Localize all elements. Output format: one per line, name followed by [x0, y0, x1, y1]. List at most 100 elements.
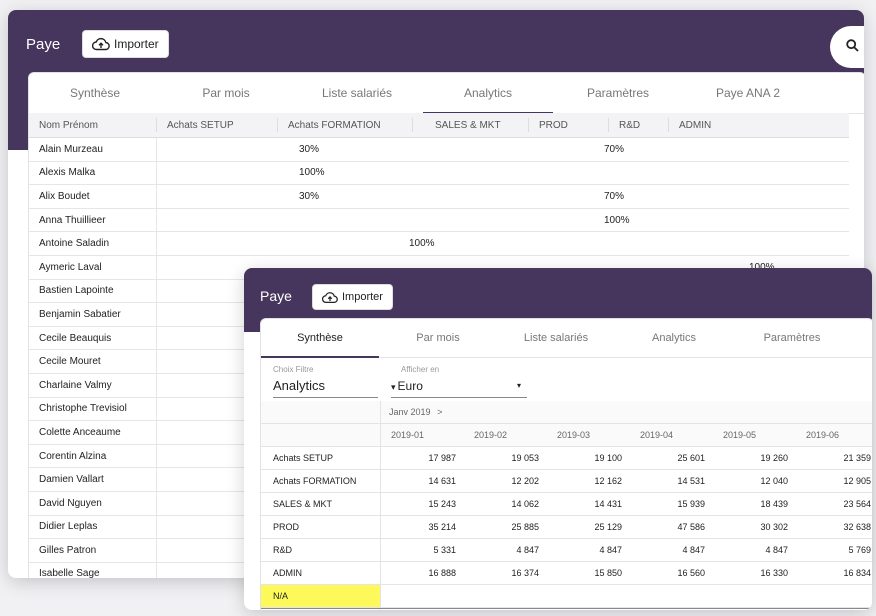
tab-paye-ana-2[interactable]: Paye ANA 2 [715, 86, 781, 100]
chevron-down-icon[interactable]: ▾ [517, 381, 522, 390]
tab-parametres[interactable]: Paramètres [586, 86, 650, 100]
cloud-upload-icon [322, 291, 338, 304]
tab-synthese[interactable]: Synthèse [69, 86, 121, 100]
allocation-value[interactable]: 70% [604, 190, 625, 202]
tab-parametres[interactable]: Paramètres [763, 332, 821, 344]
allocation-value[interactable]: 100% [409, 238, 435, 250]
amount-cell: 12 040 [760, 476, 788, 486]
filter-bar: Choix Filtre Analytics Afficher en ▾ Euro… [261, 319, 872, 399]
month-header: 2019-02 [474, 430, 508, 440]
table-row: Achats SETUP 17 987 19 053 19 100 25 601 19 2… [261, 447, 872, 470]
corner-cell [261, 424, 381, 446]
col-achats-formation[interactable]: Achats FORMATION [278, 118, 413, 132]
caret-down-icon: ▾ [391, 382, 396, 392]
table-row[interactable]: Alexis Malka 100% [29, 161, 849, 186]
employee-name[interactable]: Damien Vallart [29, 468, 157, 491]
category-label[interactable]: N/A [261, 585, 381, 607]
amount-cell: 4 847 [516, 545, 539, 555]
filter-select[interactable]: Analytics [273, 378, 326, 393]
display-label: Afficher en [401, 365, 440, 374]
category-label[interactable]: Achats FORMATION [261, 470, 381, 492]
employee-name[interactable]: Cecile Beauquis [29, 326, 157, 350]
col-sales-mkt[interactable]: SALES & MKT [413, 118, 529, 132]
month-header: 2019-01 [391, 430, 425, 440]
search-button[interactable] [830, 26, 864, 68]
amount-cell: 25 601 [677, 453, 705, 463]
col-rd[interactable]: R&D [609, 118, 669, 132]
employee-name[interactable]: Alix Boudet [29, 185, 157, 208]
col-nom-prenom[interactable]: Nom Prénom [29, 118, 157, 132]
employee-name[interactable]: Alain Murzeau [29, 138, 157, 161]
month-header: 2019-06 [806, 430, 840, 440]
employee-name[interactable]: Didier Leplas [29, 515, 157, 539]
amount-cell: 32 638 [843, 522, 871, 532]
amount-cell: 16 834 [843, 568, 871, 578]
import-button[interactable]: Importer [312, 284, 393, 310]
tab-par-mois[interactable]: Par mois [416, 332, 460, 344]
category-label[interactable]: ADMIN [261, 562, 381, 584]
amount-cell: 14 431 [594, 499, 622, 509]
tab-par-mois[interactable]: Par mois [202, 86, 250, 100]
filter-label: Choix Filtre [273, 365, 314, 374]
table-row: R&D 5 331 4 847 4 847 4 847 4 847 5 769 [261, 539, 872, 562]
filter-underline [273, 397, 378, 398]
amount-cell: 5 331 [433, 545, 456, 555]
amount-cell: 19 100 [594, 453, 622, 463]
employee-name[interactable]: Christophe Trevisiol [29, 397, 157, 421]
employee-name[interactable]: Antoine Saladin [29, 232, 157, 255]
tab-analytics[interactable]: Analytics [423, 73, 553, 114]
allocation-value[interactable]: 100% [604, 214, 630, 226]
tab-analytics[interactable]: Analytics [651, 332, 697, 344]
col-prod[interactable]: PROD [529, 118, 609, 132]
tab-synthese[interactable]: Synthèse [261, 319, 379, 358]
table-row[interactable]: Isabelle Sage [29, 562, 849, 578]
table-row[interactable]: Alain Murzeau 30% 70% [29, 138, 849, 162]
period-row: Janv 2019 > [261, 401, 872, 424]
period-nav[interactable]: Janv 2019 > [381, 407, 442, 417]
amount-cell: 12 905 [843, 476, 871, 486]
employee-name[interactable]: Alexis Malka [29, 161, 157, 185]
col-admin[interactable]: ADMIN [679, 119, 712, 131]
table-row[interactable]: Alix Boudet 30% 70% [29, 185, 849, 209]
amount-cell: 35 214 [428, 522, 456, 532]
employee-name[interactable]: David Nguyen [29, 491, 157, 515]
display-select[interactable]: ▾ Euro [391, 379, 423, 393]
table-row[interactable]: Anna Thuillieer 100% [29, 208, 849, 233]
employee-name[interactable]: Isabelle Sage [29, 562, 157, 578]
tab-liste-salaries[interactable]: Liste salariés [321, 86, 393, 100]
page-title: Paye [26, 36, 61, 53]
category-label[interactable]: SALES & MKT [261, 493, 381, 515]
allocation-value[interactable]: 30% [299, 143, 320, 155]
category-label[interactable]: PROD [261, 516, 381, 538]
amount-cell: 5 769 [848, 545, 871, 555]
allocation-value[interactable]: 100% [299, 167, 325, 179]
col-achats-setup[interactable]: Achats SETUP [157, 118, 278, 132]
employee-name[interactable]: Colette Anceaume [29, 421, 157, 444]
employee-name[interactable]: Charlaine Valmy [29, 373, 157, 397]
amount-cell: 14 531 [677, 476, 705, 486]
employee-name[interactable]: Benjamin Sabatier [29, 303, 157, 326]
amount-cell: 19 053 [511, 453, 539, 463]
amount-cell: 15 243 [428, 499, 456, 509]
month-header: 2019-05 [723, 430, 757, 440]
allocation-value[interactable]: 70% [604, 143, 625, 155]
tab-liste-salaries[interactable]: Liste salariés [523, 332, 589, 344]
employee-name[interactable]: Gilles Patron [29, 539, 157, 562]
employee-name[interactable]: Cecile Mouret [29, 350, 157, 373]
employee-name[interactable]: Anna Thuillieer [29, 208, 157, 232]
period-label: Janv 2019 [389, 407, 431, 417]
display-underline [391, 397, 527, 398]
amount-cell: 16 560 [677, 568, 705, 578]
allocation-value[interactable]: 100% [749, 256, 775, 279]
category-label[interactable]: Achats SETUP [261, 447, 381, 469]
table-row: ADMIN 16 888 16 374 15 850 16 560 16 330 16 83… [261, 562, 872, 585]
amount-cell: 19 260 [760, 453, 788, 463]
category-label[interactable]: R&D [261, 539, 381, 561]
employee-name[interactable]: Corentin Alzina [29, 444, 157, 468]
table-row[interactable]: Antoine Saladin 100% [29, 232, 849, 256]
amount-cell: 16 888 [428, 568, 456, 578]
employee-name[interactable]: Aymeric Laval [29, 255, 157, 279]
allocation-value[interactable]: 30% [299, 190, 320, 202]
import-button[interactable]: Importer [82, 30, 169, 58]
employee-name[interactable]: Bastien Lapointe [29, 279, 157, 303]
